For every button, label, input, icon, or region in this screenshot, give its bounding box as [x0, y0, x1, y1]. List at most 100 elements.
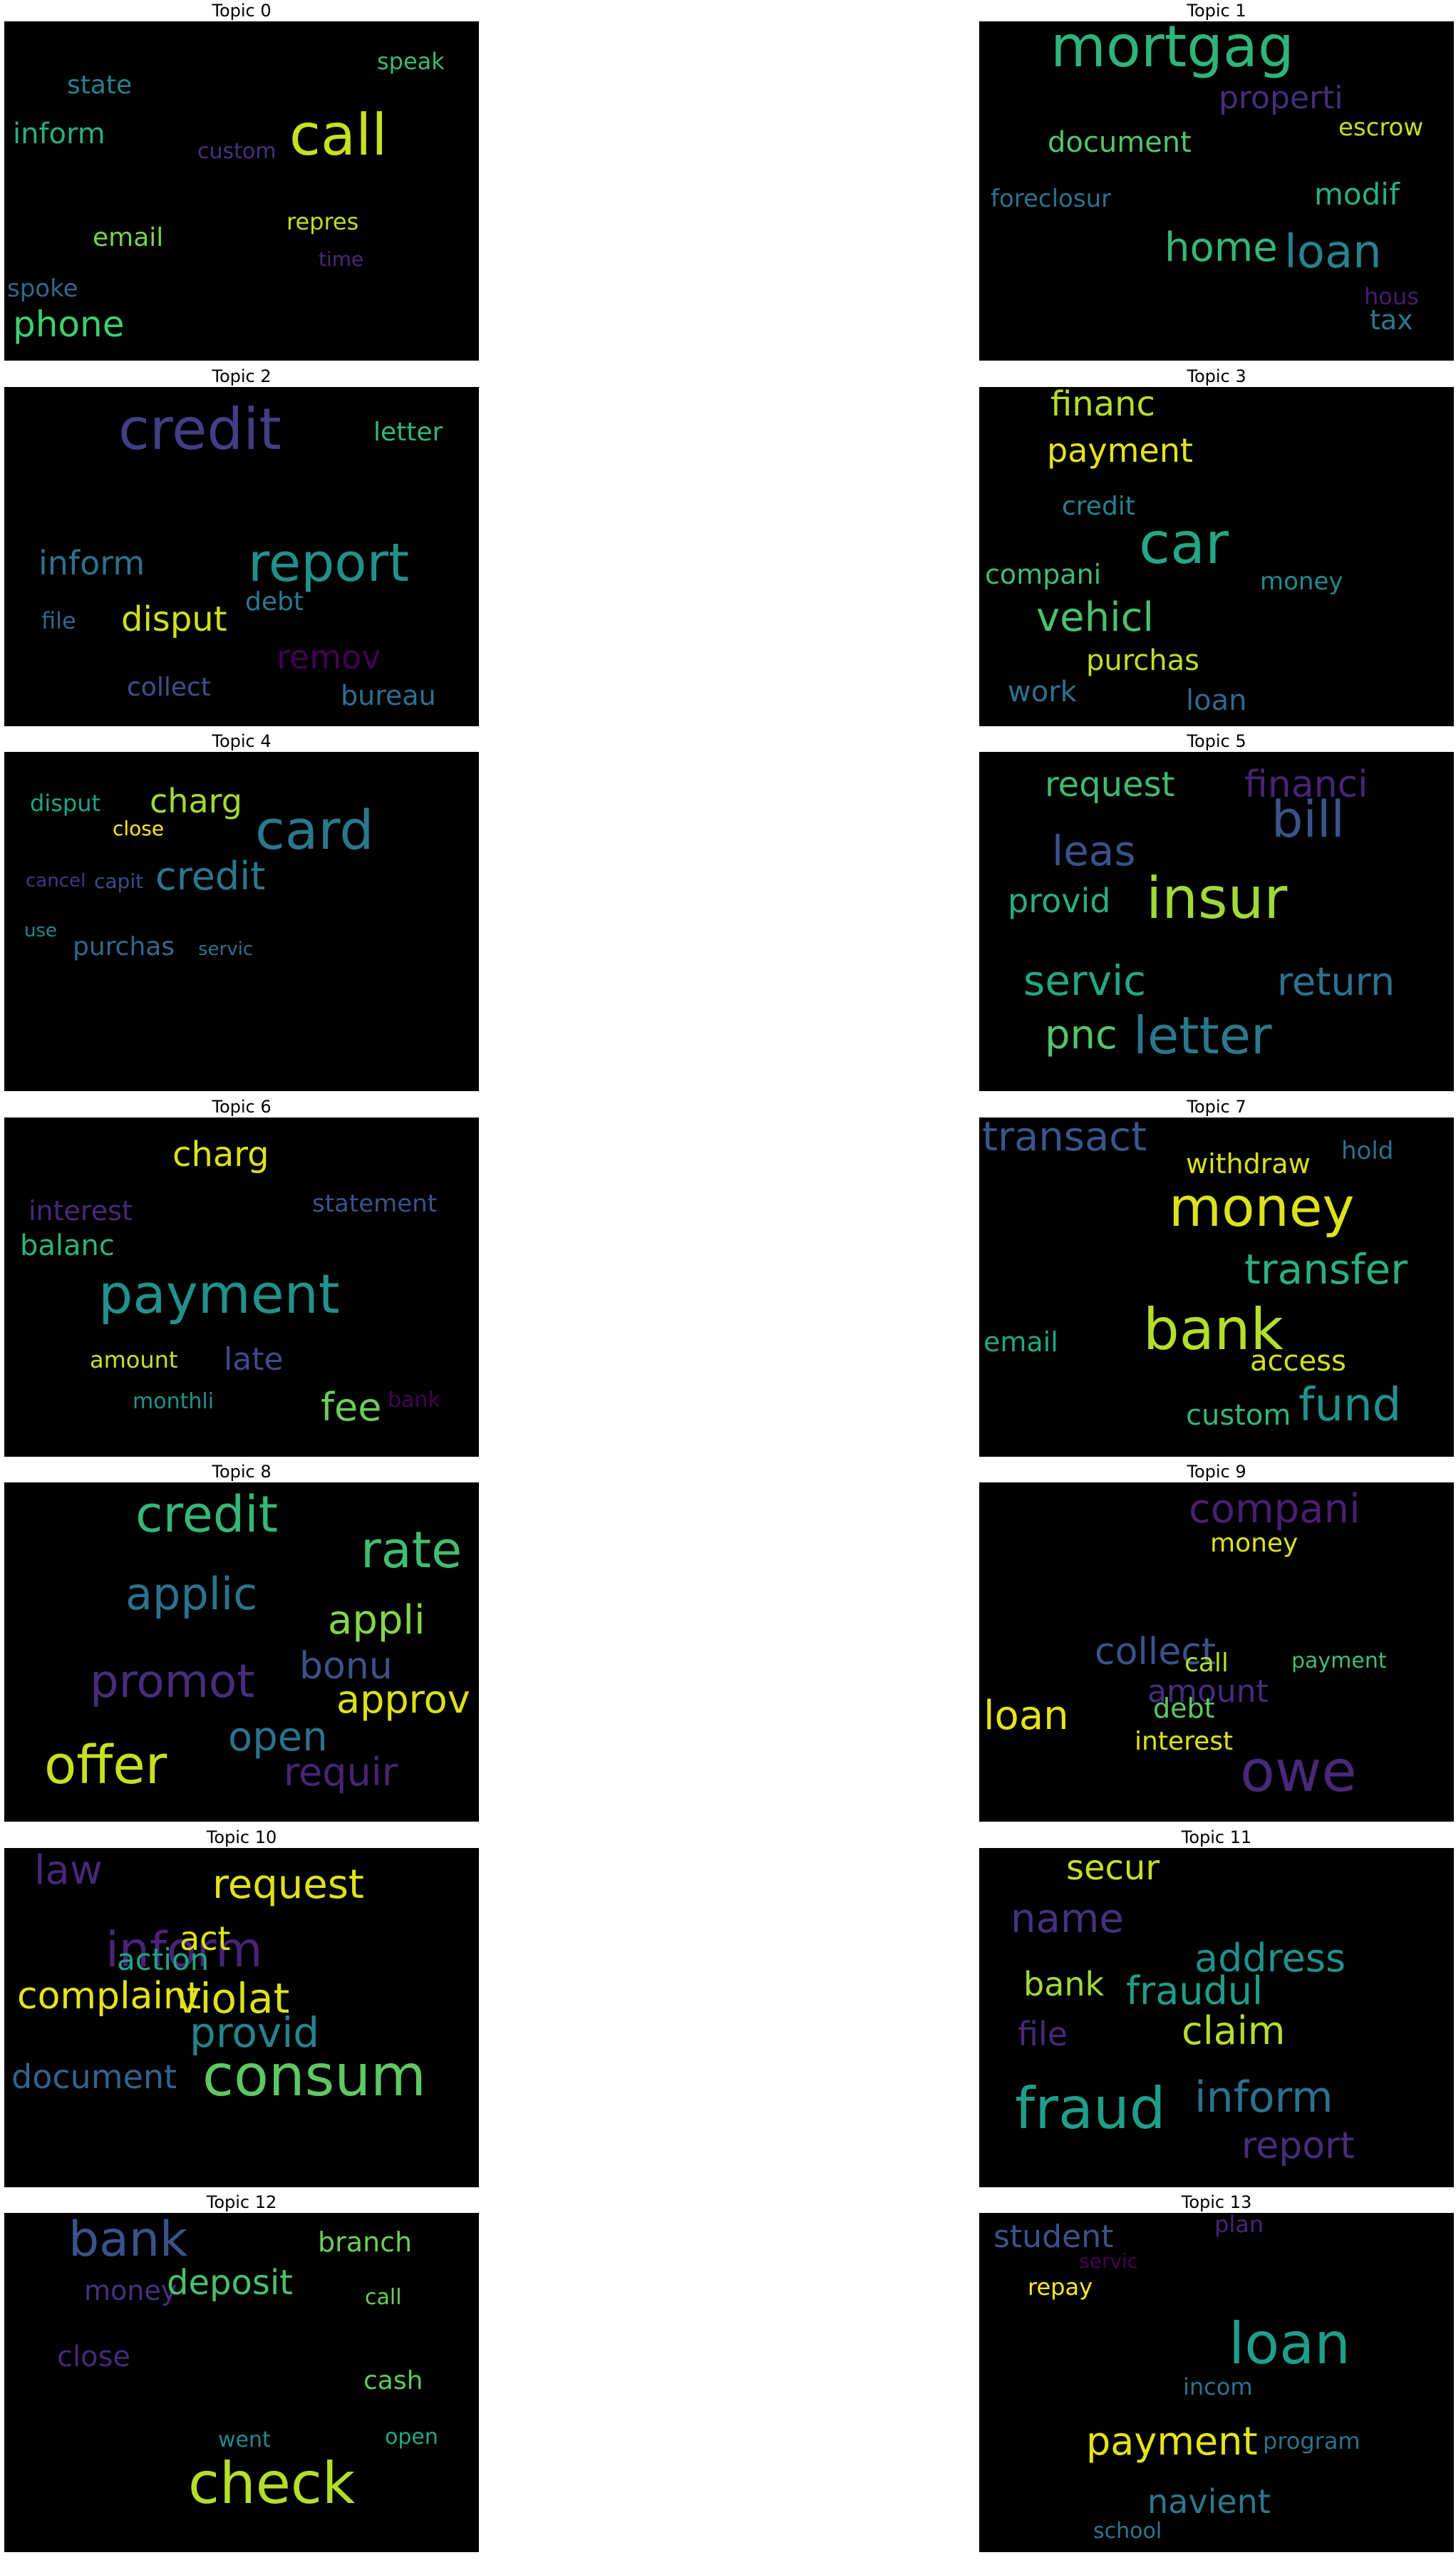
cloud-word: hold — [1341, 1137, 1394, 1165]
topic-title: Topic 3 — [1187, 366, 1246, 386]
cloud-word: close — [113, 817, 165, 840]
topic-title: Topic 7 — [1187, 1097, 1246, 1117]
cloud-word: repay — [1028, 2273, 1093, 2301]
cloud-word: close — [57, 2340, 131, 2373]
topic-panel: Topic 9 compani money collect call payment amo… — [979, 1461, 1454, 1822]
wordcloud: disput charg card close cancel capit credit use… — [4, 752, 479, 1091]
cloud-word: disput — [30, 790, 101, 817]
cloud-word: home — [1165, 224, 1278, 271]
cloud-word: bank — [1023, 1965, 1105, 2003]
cloud-word: promot — [90, 1656, 255, 1708]
cloud-word: act — [180, 1919, 231, 1958]
cloud-word: payment — [1047, 431, 1193, 470]
topic-title: Topic 13 — [1181, 2192, 1252, 2212]
topic-panel: Topic 3 financ payment credit car compani mone… — [979, 366, 1454, 726]
cloud-word: financi — [1244, 763, 1368, 806]
cloud-word: email — [983, 1326, 1058, 1358]
cloud-word: compani — [1189, 1486, 1361, 1532]
cloud-word: properti — [1219, 80, 1343, 116]
cloud-word: withdraw — [1186, 1148, 1311, 1180]
cloud-word: check — [188, 2450, 356, 2517]
cloud-word: complaint — [17, 1975, 202, 2018]
cloud-word: credit — [135, 1485, 279, 1544]
cloud-word: charg — [150, 782, 242, 820]
cloud-word: vehicl — [1036, 594, 1154, 641]
topic-panel: Topic 5 request financi bill leas provid insur… — [979, 731, 1454, 1091]
cloud-word: fraudul — [1126, 1968, 1264, 2013]
cloud-word: owe — [1240, 1738, 1357, 1805]
cloud-word: state — [67, 71, 133, 100]
cloud-word: foreclosur — [991, 185, 1112, 213]
cloud-word: went — [218, 2427, 271, 2452]
cloud-word: late — [224, 1341, 284, 1378]
cloud-word: speak — [377, 48, 445, 75]
cloud-word: servic — [198, 939, 254, 960]
cloud-word: program — [1263, 2427, 1361, 2455]
cloud-word: report — [1241, 2125, 1355, 2167]
cloud-word: open — [228, 1714, 328, 1760]
cloud-word: applic — [125, 1568, 258, 1620]
cloud-word: financ — [1050, 387, 1155, 424]
wordcloud: secur name bank address fraudul file claim frau… — [979, 1848, 1454, 2187]
cloud-word: address — [1194, 1936, 1346, 1981]
wordcloud: credit rate applic appli promot bonu approv ope… — [4, 1482, 479, 1822]
cloud-word: call — [1184, 1648, 1229, 1678]
cloud-word: credit — [118, 396, 282, 463]
cloud-word: inform — [13, 118, 105, 150]
cloud-word: debt — [1153, 1693, 1215, 1724]
topic-title: Topic 1 — [1187, 1, 1246, 21]
wordcloud: law request inform act action complaint violat… — [4, 1848, 479, 2187]
cloud-word: payment — [1086, 2419, 1258, 2464]
cloud-word: collect — [1095, 1631, 1217, 1673]
cloud-word: time — [319, 247, 364, 271]
cloud-word: payment — [1291, 1648, 1387, 1673]
cloud-word: student — [993, 2219, 1114, 2255]
cloud-word: capit — [94, 869, 144, 893]
topic-title: Topic 0 — [212, 1, 272, 21]
cloud-word: amount — [90, 1346, 178, 1373]
cloud-word: spoke — [7, 274, 78, 303]
cloud-word: return — [1277, 959, 1395, 1004]
cloud-word: money — [84, 2275, 177, 2306]
cloud-word: interest — [1135, 1727, 1234, 1756]
cloud-word: cancel — [26, 870, 86, 892]
topic-title: Topic 10 — [206, 1827, 277, 1847]
cloud-word: servic — [1023, 956, 1147, 1005]
cloud-word: car — [1139, 510, 1229, 577]
cloud-word: remov — [277, 638, 381, 676]
cloud-word: law — [34, 1848, 103, 1894]
cloud-word: phone — [13, 304, 125, 345]
cloud-word: branch — [318, 2226, 413, 2258]
cloud-word: use — [24, 920, 58, 941]
topic-panel: Topic 2 credit letter inform report file dispu… — [4, 366, 479, 726]
cloud-word: consum — [202, 2043, 426, 2109]
topic-title: Topic 4 — [212, 731, 272, 751]
cloud-word: loan — [1186, 684, 1247, 717]
cloud-word: file — [1018, 2015, 1068, 2053]
cloud-word: inform — [1194, 2073, 1333, 2122]
cloud-word: compani — [985, 559, 1102, 590]
topic-panel: Topic 4 disput charg card close cancel capit cr… — [4, 731, 479, 1091]
topic-panel: Topic 10 law request inform act action complai… — [4, 1827, 479, 2187]
cloud-word: call — [365, 2285, 402, 2310]
cloud-word: interest — [29, 1195, 133, 1227]
cloud-word: open — [385, 2425, 438, 2450]
cloud-word: document — [11, 2058, 177, 2096]
cloud-word: school — [1093, 2519, 1162, 2544]
cloud-word: money — [1169, 1175, 1355, 1239]
cloud-word: access — [1250, 1345, 1346, 1378]
cloud-word: approv — [336, 1677, 470, 1722]
cloud-word: name — [1011, 1896, 1124, 1942]
cloud-word: bill — [1271, 790, 1345, 849]
cloud-word: incom — [1183, 2373, 1253, 2400]
cloud-word: file — [41, 607, 76, 634]
cloud-word: fraud — [1015, 2075, 1166, 2142]
cloud-word: escrow — [1338, 113, 1424, 142]
cloud-word: provid — [1008, 882, 1111, 920]
cloud-word: loan — [1229, 2311, 1351, 2377]
cloud-word: modif — [1314, 177, 1400, 212]
cloud-word: document — [1048, 126, 1192, 159]
wordcloud: student plan servic repay loan incom payment pr… — [979, 2213, 1454, 2552]
wordcloud: request financi bill leas provid insur servic r… — [979, 752, 1454, 1091]
cloud-word: provid — [190, 2008, 320, 2057]
